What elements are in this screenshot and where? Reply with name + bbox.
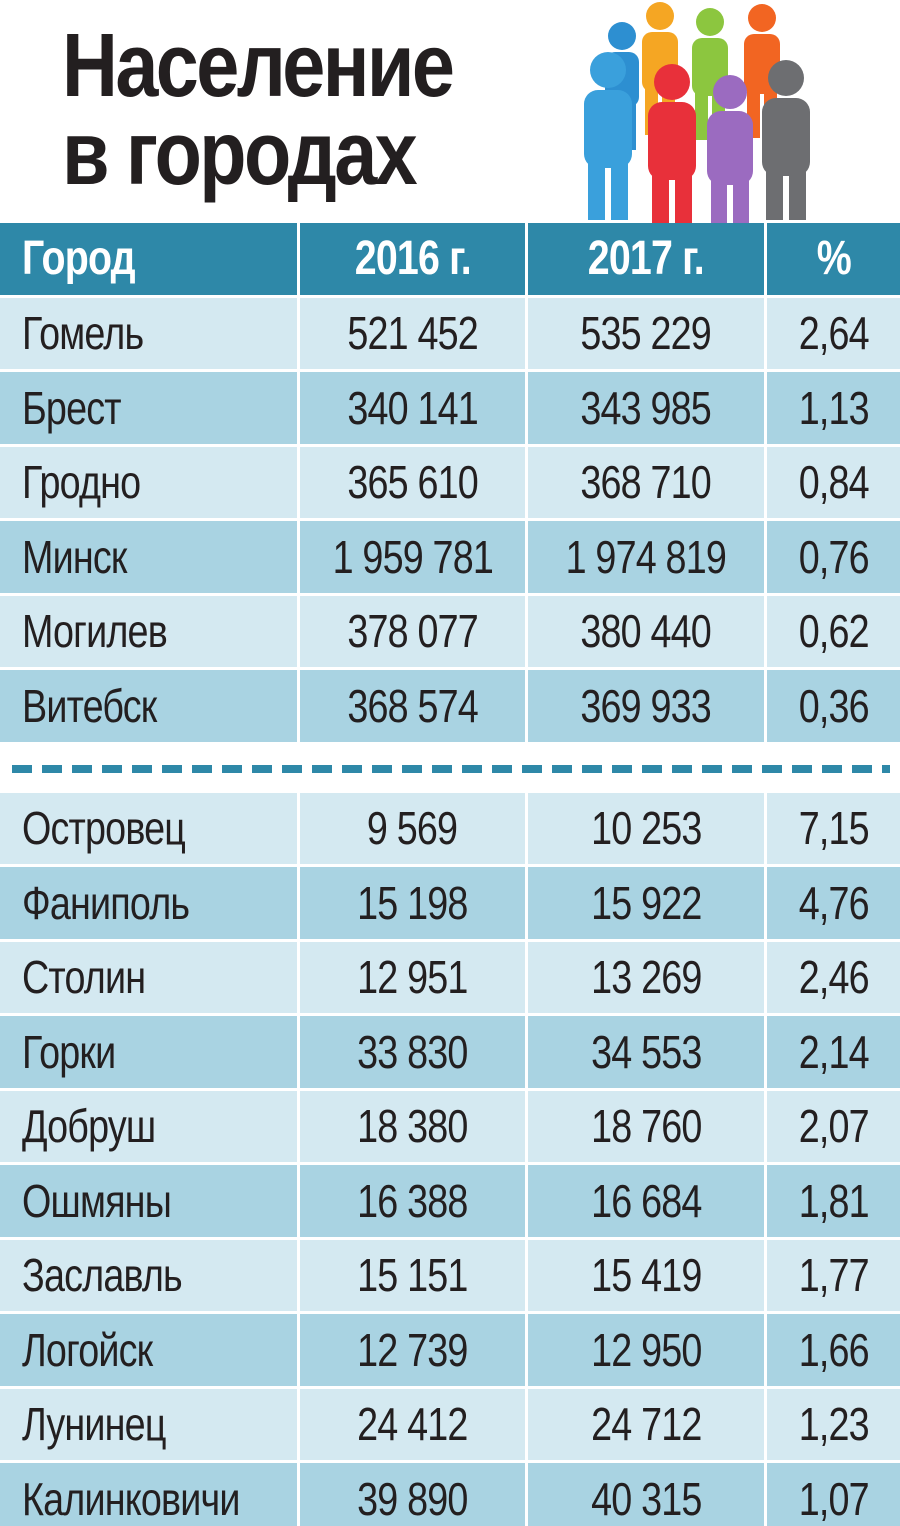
cell-2016: 15 198	[300, 867, 525, 939]
cell-2017: 368 710	[528, 446, 764, 518]
cell-2016: 12 951	[300, 941, 525, 1013]
cell-city: Логойск	[0, 1314, 297, 1386]
table-row: Островец 9 569 10 253 7,15	[0, 792, 900, 867]
table-row: Брест 340 141 343 985 1,13	[0, 372, 900, 447]
page-title: Население в городах	[62, 16, 509, 204]
header-city: Город	[0, 223, 297, 295]
cell-city: Добруш	[0, 1090, 297, 1162]
cell-city: Минск	[0, 521, 297, 593]
cell-percent: 7,15	[767, 792, 900, 864]
table-header: Город 2016 г. 2017 г. %	[0, 223, 900, 298]
cell-2017: 16 684	[528, 1165, 764, 1237]
cell-percent: 2,64	[767, 297, 900, 369]
cell-2017: 369 933	[528, 670, 764, 742]
cell-2017: 12 950	[528, 1314, 764, 1386]
cell-percent: 1,81	[767, 1165, 900, 1237]
header-2017: 2017 г.	[528, 223, 764, 295]
person-icon	[584, 52, 632, 220]
cell-city: Ошмяны	[0, 1165, 297, 1237]
cell-2016: 378 077	[300, 595, 525, 667]
cell-percent: 1,13	[767, 372, 900, 444]
header-percent: %	[767, 223, 900, 295]
cell-percent: 1,07	[767, 1463, 900, 1526]
person-icon	[648, 64, 696, 230]
cell-2016: 9 569	[300, 792, 525, 864]
cell-2017: 15 922	[528, 867, 764, 939]
table-row: Горки 33 830 34 553 2,14	[0, 1016, 900, 1091]
cell-2016: 365 610	[300, 446, 525, 518]
table-row: Гродно 365 610 368 710 0,84	[0, 446, 900, 521]
person-icon	[762, 60, 810, 220]
people-group-icon	[584, 2, 810, 230]
cell-city: Столин	[0, 941, 297, 1013]
population-table: Город 2016 г. 2017 г. % Гомель 521 452 535…	[0, 223, 900, 1526]
cell-city: Фаниполь	[0, 867, 297, 939]
cell-2016: 16 388	[300, 1165, 525, 1237]
cell-percent: 2,14	[767, 1016, 900, 1088]
cell-2017: 343 985	[528, 372, 764, 444]
cell-2017: 380 440	[528, 595, 764, 667]
cell-2017: 34 553	[528, 1016, 764, 1088]
table-row: Витебск 368 574 369 933 0,36	[0, 670, 900, 745]
cell-2017: 1 974 819	[528, 521, 764, 593]
title-line-1: Население	[62, 16, 455, 116]
cell-2016: 18 380	[300, 1090, 525, 1162]
cell-2017: 24 712	[528, 1388, 764, 1460]
cell-2017: 40 315	[528, 1463, 764, 1526]
table-row: Лунинец 24 412 24 712 1,23	[0, 1388, 900, 1463]
cell-city: Брест	[0, 372, 297, 444]
table-row: Добруш 18 380 18 760 2,07	[0, 1090, 900, 1165]
cell-2017: 535 229	[528, 297, 764, 369]
cell-city: Гродно	[0, 446, 297, 518]
cell-percent: 2,07	[767, 1090, 900, 1162]
cell-2017: 13 269	[528, 941, 764, 1013]
title-line-2: в городах	[62, 104, 418, 204]
table-row: Логойск 12 739 12 950 1,66	[0, 1314, 900, 1389]
cell-2016: 12 739	[300, 1314, 525, 1386]
table-row: Калинковичи 39 890 40 315 1,07	[0, 1463, 900, 1526]
section-divider	[0, 745, 900, 793]
person-icon	[707, 75, 753, 230]
cell-2016: 39 890	[300, 1463, 525, 1526]
cell-2016: 15 151	[300, 1239, 525, 1311]
cell-2017: 15 419	[528, 1239, 764, 1311]
cell-percent: 1,23	[767, 1388, 900, 1460]
cell-city: Островец	[0, 792, 297, 864]
cell-percent: 4,76	[767, 867, 900, 939]
cell-city: Горки	[0, 1016, 297, 1088]
cell-2016: 33 830	[300, 1016, 525, 1088]
cell-2016: 368 574	[300, 670, 525, 742]
cell-2017: 10 253	[528, 792, 764, 864]
cell-percent: 0,76	[767, 521, 900, 593]
table-row: Столин 12 951 13 269 2,46	[0, 941, 900, 1016]
cell-city: Могилев	[0, 595, 297, 667]
table-row: Заславль 15 151 15 419 1,77	[0, 1239, 900, 1314]
table-row: Гомель 521 452 535 229 2,64	[0, 297, 900, 372]
cell-percent: 0,62	[767, 595, 900, 667]
cell-2017: 18 760	[528, 1090, 764, 1162]
big-cities-group: Гомель 521 452 535 229 2,64 Брест 340 141 343 …	[0, 297, 900, 745]
table-row: Фаниполь 15 198 15 922 4,76	[0, 867, 900, 942]
cell-percent: 0,84	[767, 446, 900, 518]
cell-city: Заславль	[0, 1239, 297, 1311]
cell-2016: 1 959 781	[300, 521, 525, 593]
cell-percent: 0,36	[767, 670, 900, 742]
cell-city: Гомель	[0, 297, 297, 369]
cell-2016: 24 412	[300, 1388, 525, 1460]
table-row: Могилев 378 077 380 440 0,62	[0, 595, 900, 670]
table-row: Минск 1 959 781 1 974 819 0,76	[0, 521, 900, 596]
cell-percent: 1,77	[767, 1239, 900, 1311]
cell-city: Витебск	[0, 670, 297, 742]
cell-2016: 340 141	[300, 372, 525, 444]
small-cities-group: Островец 9 569 10 253 7,15 Фаниполь 15 198 15 …	[0, 792, 900, 1526]
cell-city: Лунинец	[0, 1388, 297, 1460]
cell-2016: 521 452	[300, 297, 525, 369]
header-2016: 2016 г.	[300, 223, 525, 295]
cell-percent: 2,46	[767, 941, 900, 1013]
cell-percent: 1,66	[767, 1314, 900, 1386]
table-row: Ошмяны 16 388 16 684 1,81	[0, 1165, 900, 1240]
cell-city: Калинковичи	[0, 1463, 297, 1526]
